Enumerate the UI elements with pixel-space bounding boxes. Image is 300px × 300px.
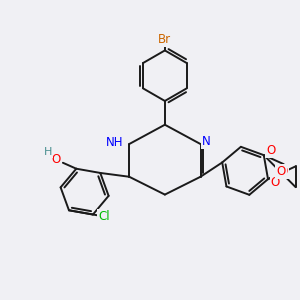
Text: NH: NH xyxy=(106,136,124,149)
Text: N: N xyxy=(202,135,211,148)
Text: O: O xyxy=(271,176,280,189)
Text: O: O xyxy=(267,144,276,157)
Text: H: H xyxy=(44,147,52,158)
Text: O: O xyxy=(277,165,286,178)
Text: O: O xyxy=(279,165,288,178)
Text: Br: Br xyxy=(158,33,171,46)
Text: Cl: Cl xyxy=(98,210,109,223)
Text: O: O xyxy=(51,153,61,166)
